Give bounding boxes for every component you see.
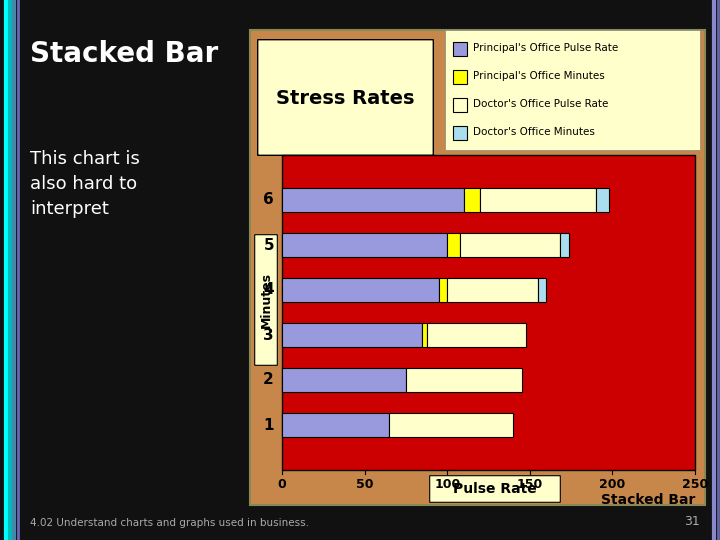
Text: Principal's Office Minutes: Principal's Office Minutes	[473, 71, 605, 81]
FancyBboxPatch shape	[430, 476, 560, 502]
Text: 200: 200	[599, 478, 626, 491]
Bar	[453, 98, 467, 112]
Bar	[538, 278, 546, 302]
Text: 31: 31	[684, 515, 700, 528]
Bar	[428, 322, 526, 347]
Bar	[282, 368, 406, 393]
Bar	[453, 70, 467, 84]
Bar	[445, 30, 700, 150]
Bar	[447, 278, 538, 302]
Bar	[439, 278, 447, 302]
Bar	[480, 187, 596, 212]
Text: 5: 5	[264, 238, 274, 253]
Bar	[282, 278, 439, 302]
Bar	[559, 233, 570, 258]
Text: Doctor's Office Minutes: Doctor's Office Minutes	[473, 127, 595, 137]
FancyBboxPatch shape	[258, 40, 433, 156]
Text: 1: 1	[264, 417, 274, 433]
Bar	[453, 126, 467, 140]
Text: Doctor's Office Pulse Rate: Doctor's Office Pulse Rate	[473, 99, 608, 109]
Bar	[282, 187, 464, 212]
Text: Stacked Bar: Stacked Bar	[30, 40, 218, 68]
Text: 150: 150	[517, 478, 543, 491]
Text: 100: 100	[434, 478, 460, 491]
Bar	[453, 42, 467, 56]
Text: Stress Rates: Stress Rates	[276, 89, 414, 107]
Text: 50: 50	[356, 478, 374, 491]
Text: 6: 6	[264, 192, 274, 207]
Bar	[423, 322, 428, 347]
Bar	[390, 413, 513, 437]
Text: Minutes: Minutes	[259, 272, 272, 328]
Text: 250: 250	[682, 478, 708, 491]
Text: Stacked Bar: Stacked Bar	[600, 493, 695, 507]
Text: 2: 2	[264, 373, 274, 388]
Bar	[464, 187, 480, 212]
Bar	[282, 322, 423, 347]
Bar	[282, 155, 695, 470]
FancyBboxPatch shape	[255, 235, 277, 365]
Text: 4.02 Understand charts and graphs used in business.: 4.02 Understand charts and graphs used i…	[30, 518, 309, 528]
Text: Pulse Rate: Pulse Rate	[453, 482, 537, 496]
Bar	[460, 233, 559, 258]
Text: 4: 4	[264, 282, 274, 298]
Bar	[447, 233, 460, 258]
Bar	[282, 413, 390, 437]
Bar	[596, 187, 609, 212]
Text: Principal's Office Pulse Rate: Principal's Office Pulse Rate	[473, 43, 618, 53]
Bar	[250, 30, 705, 505]
Text: This chart is
also hard to
interpret: This chart is also hard to interpret	[30, 150, 140, 218]
Bar	[406, 368, 521, 393]
Text: 0: 0	[278, 478, 287, 491]
Text: 3: 3	[264, 327, 274, 342]
Bar	[282, 233, 447, 258]
